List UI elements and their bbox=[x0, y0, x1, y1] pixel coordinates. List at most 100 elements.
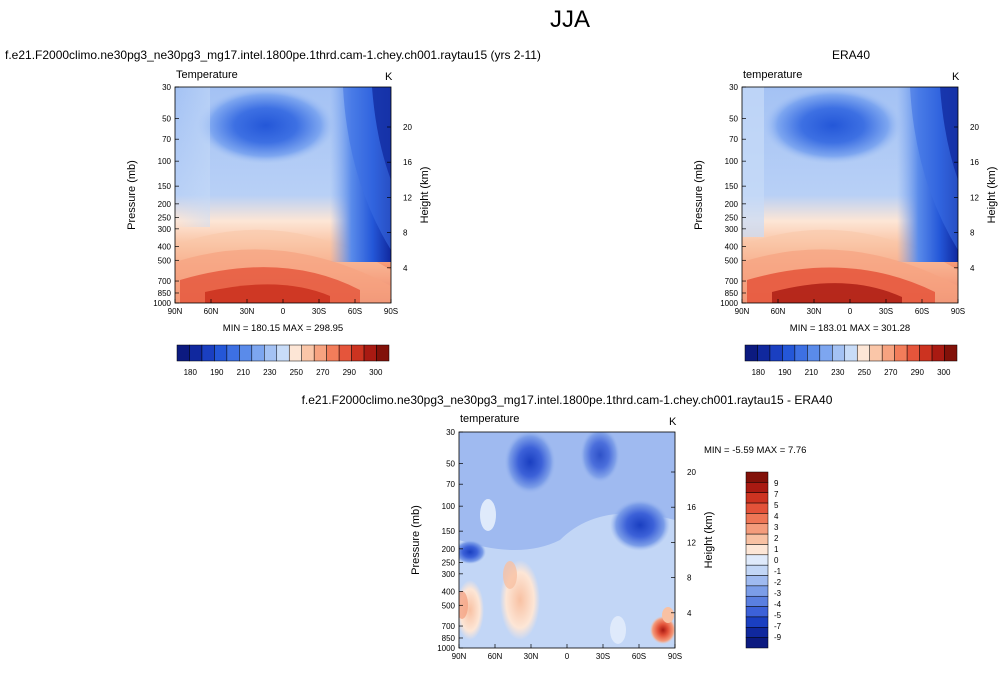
y-tick-label: 850 bbox=[725, 289, 739, 298]
y-tick-label: 100 bbox=[442, 502, 456, 511]
x-tick-label: 0 bbox=[281, 307, 286, 316]
colorbar-label: 7 bbox=[774, 490, 779, 499]
colorbar-swatch bbox=[769, 344, 783, 362]
y-tick-label: 70 bbox=[446, 480, 455, 489]
colorbar-swatch bbox=[919, 344, 933, 362]
y-tick-label: 200 bbox=[725, 200, 739, 209]
x-tick-label: 60N bbox=[204, 307, 219, 316]
y-tick-label: 1000 bbox=[720, 299, 738, 308]
colorbar-swatch bbox=[276, 344, 290, 362]
panel-diff-field bbox=[459, 432, 675, 648]
panel-diff: f.e21.F2000climo.ne30pg3_ne30pg3_mg17.in… bbox=[302, 393, 833, 661]
height-tick-label: 8 bbox=[687, 574, 692, 583]
colorbar-swatch bbox=[363, 344, 377, 362]
panel-obs-stats: MIN = 183.01 MAX = 301.28 bbox=[790, 323, 910, 334]
x-tick-label: 90N bbox=[168, 307, 183, 316]
colorbar-swatch bbox=[906, 344, 920, 362]
colorbar-label: 9 bbox=[774, 479, 779, 488]
panel-model-left-label: Temperature bbox=[176, 69, 238, 81]
colorbar-label: 190 bbox=[778, 368, 792, 377]
colorbar-label: 190 bbox=[210, 368, 224, 377]
colorbar-swatch bbox=[745, 564, 769, 576]
panel-model-height-ticks: 20 16 12 8 4 bbox=[387, 123, 412, 273]
page-title: JJA bbox=[550, 6, 590, 33]
height-tick-label: 8 bbox=[970, 229, 975, 238]
panel-diff-left-label: temperature bbox=[460, 413, 519, 425]
height-tick-label: 12 bbox=[687, 538, 696, 547]
y-tick-label: 250 bbox=[442, 559, 456, 568]
height-tick-label: 20 bbox=[970, 123, 979, 132]
colorbar-label: 5 bbox=[774, 501, 779, 510]
colorbar-swatch bbox=[351, 344, 365, 362]
colorbar-swatch bbox=[745, 595, 769, 607]
panel-diff-stats: MIN = -5.59 MAX = 7.76 bbox=[704, 445, 806, 456]
panel-obs-unit-label: K bbox=[952, 71, 960, 83]
panel-obs: ERA40 temperature K 30507010015020025030… bbox=[693, 48, 998, 377]
colorbar-swatch bbox=[757, 344, 771, 362]
x-tick-label: 30S bbox=[312, 307, 326, 316]
height-tick-label: 12 bbox=[403, 193, 412, 202]
colorbar-label: 3 bbox=[774, 523, 779, 532]
y-tick-label: 50 bbox=[729, 114, 738, 123]
colorbar-label: 180 bbox=[752, 368, 766, 377]
y-tick-label: 400 bbox=[725, 243, 739, 252]
panel-obs-ylabel-right: Height (km) bbox=[986, 167, 998, 224]
panel-diff-unit-label: K bbox=[669, 416, 677, 428]
panel-obs-colorbar: 180 190 210 230 250 270 290 300 bbox=[744, 344, 958, 377]
colorbar-swatch bbox=[326, 344, 340, 362]
colorbar-swatch bbox=[745, 637, 769, 649]
y-tick-label: 400 bbox=[158, 243, 172, 252]
x-tick-label: 60S bbox=[348, 307, 362, 316]
colorbar-swatch bbox=[264, 344, 278, 362]
colorbar-swatch bbox=[745, 471, 769, 483]
y-tick-label: 50 bbox=[162, 114, 171, 123]
colorbar-label: 300 bbox=[369, 368, 383, 377]
colorbar-swatch bbox=[745, 513, 769, 525]
y-tick-label: 200 bbox=[442, 545, 456, 554]
height-tick-label: 20 bbox=[403, 123, 412, 132]
colorbar-swatch bbox=[313, 344, 327, 362]
panel-model-ylabel: Pressure (mb) bbox=[126, 160, 138, 230]
y-tick-label: 100 bbox=[725, 157, 739, 166]
x-tick-label: 90N bbox=[735, 307, 750, 316]
y-tick-label: 30 bbox=[162, 83, 171, 92]
colorbar-label: -1 bbox=[774, 567, 782, 576]
colorbar-swatch bbox=[745, 482, 769, 493]
colorbar-swatch bbox=[745, 492, 769, 504]
height-tick-label: 4 bbox=[403, 264, 408, 273]
colorbar-label: 250 bbox=[858, 368, 872, 377]
colorbar-swatch bbox=[376, 344, 390, 362]
x-tick-label: 30S bbox=[596, 652, 610, 661]
colorbar-label: 210 bbox=[237, 368, 251, 377]
colorbar-swatch bbox=[819, 344, 833, 362]
height-tick-label: 16 bbox=[970, 158, 979, 167]
y-tick-label: 150 bbox=[725, 182, 739, 191]
height-tick-label: 4 bbox=[970, 264, 975, 273]
panel-diff-title: f.e21.F2000climo.ne30pg3_ne30pg3_mg17.in… bbox=[302, 393, 833, 407]
panel-diff-ylabel-right: Height (km) bbox=[703, 512, 715, 569]
x-tick-label: 90S bbox=[951, 307, 965, 316]
colorbar-label: -2 bbox=[774, 578, 782, 587]
panel-model-title: f.e21.F2000climo.ne30pg3_ne30pg3_mg17.in… bbox=[5, 48, 541, 62]
panel-model: f.e21.F2000climo.ne30pg3_ne30pg3_mg17.in… bbox=[5, 48, 541, 377]
y-tick-label: 100 bbox=[158, 157, 172, 166]
y-tick-label: 400 bbox=[442, 588, 456, 597]
height-tick-label: 4 bbox=[687, 609, 692, 618]
colorbar-label: 290 bbox=[343, 368, 357, 377]
colorbar-swatch bbox=[844, 344, 858, 362]
colorbar-label: 270 bbox=[316, 368, 330, 377]
y-tick-label: 70 bbox=[162, 135, 171, 144]
colorbar-label: 180 bbox=[184, 368, 198, 377]
colorbar-swatch bbox=[745, 585, 769, 597]
y-tick-label: 850 bbox=[442, 634, 456, 643]
y-tick-label: 1000 bbox=[437, 644, 455, 653]
y-tick-label: 150 bbox=[158, 182, 172, 191]
panel-obs-height-ticks: 20 16 12 8 4 bbox=[954, 123, 979, 273]
x-tick-label: 90S bbox=[384, 307, 398, 316]
x-tick-label: 60S bbox=[632, 652, 646, 661]
colorbar-swatch bbox=[856, 344, 870, 362]
y-tick-label: 300 bbox=[725, 225, 739, 234]
